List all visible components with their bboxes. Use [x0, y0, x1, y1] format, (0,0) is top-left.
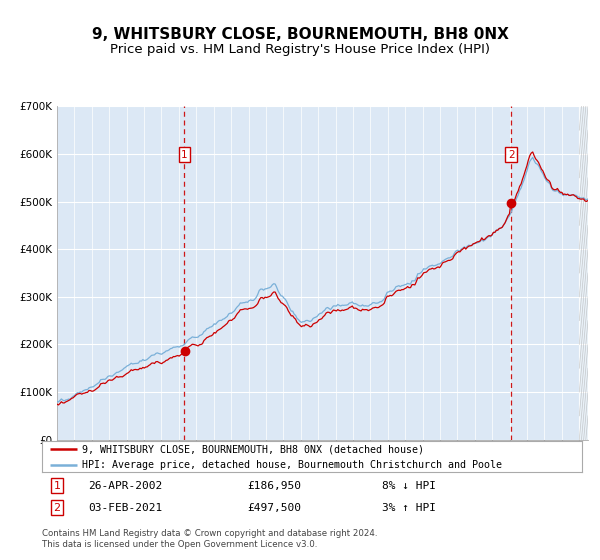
- Text: Contains HM Land Registry data © Crown copyright and database right 2024.
This d: Contains HM Land Registry data © Crown c…: [42, 529, 377, 549]
- Text: 2: 2: [508, 150, 515, 160]
- Text: £497,500: £497,500: [247, 503, 301, 512]
- Text: 2: 2: [53, 503, 61, 512]
- Text: 3% ↑ HPI: 3% ↑ HPI: [382, 503, 436, 512]
- Text: 8% ↓ HPI: 8% ↓ HPI: [382, 480, 436, 491]
- Text: £186,950: £186,950: [247, 480, 301, 491]
- Text: 9, WHITSBURY CLOSE, BOURNEMOUTH, BH8 0NX: 9, WHITSBURY CLOSE, BOURNEMOUTH, BH8 0NX: [92, 27, 508, 42]
- Text: 9, WHITSBURY CLOSE, BOURNEMOUTH, BH8 0NX (detached house): 9, WHITSBURY CLOSE, BOURNEMOUTH, BH8 0NX…: [83, 444, 425, 454]
- Text: 26-APR-2002: 26-APR-2002: [88, 480, 162, 491]
- Text: HPI: Average price, detached house, Bournemouth Christchurch and Poole: HPI: Average price, detached house, Bour…: [83, 460, 503, 470]
- Text: 1: 1: [181, 150, 188, 160]
- Text: 03-FEB-2021: 03-FEB-2021: [88, 503, 162, 512]
- Text: Price paid vs. HM Land Registry's House Price Index (HPI): Price paid vs. HM Land Registry's House …: [110, 43, 490, 56]
- Text: 1: 1: [53, 480, 61, 491]
